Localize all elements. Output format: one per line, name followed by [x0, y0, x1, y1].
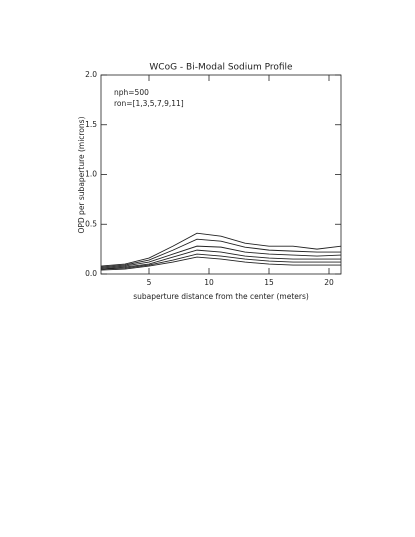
data-line [100, 245, 342, 269]
data-line [100, 238, 341, 268]
x-tick-label: 5 [147, 278, 152, 287]
x-tick-label: 15 [264, 278, 274, 287]
y-tick-label: 0.5 [85, 219, 97, 228]
data-line [100, 249, 341, 270]
annotation: ron=[1,3,5,7,9,11] [114, 99, 184, 108]
y-tick-label: 1.5 [85, 120, 97, 129]
chart-title: WCoG - Bi-Modal Sodium Profile [149, 63, 293, 73]
annotation: nph=500 [114, 88, 149, 97]
y-tick-label: 0.0 [85, 269, 97, 278]
x-tick-label: 10 [204, 278, 214, 287]
x-axis-label: subaperture distance from the center (me… [133, 292, 309, 301]
data-line [100, 256, 341, 271]
y-tick-label: 2.0 [85, 70, 97, 79]
y-axis-label: OPD per subaperture (microns) [77, 116, 86, 233]
y-tick-label: 1.0 [85, 170, 97, 179]
data-line [100, 232, 342, 267]
x-tick-label: 20 [324, 278, 334, 287]
data-line [100, 253, 341, 270]
